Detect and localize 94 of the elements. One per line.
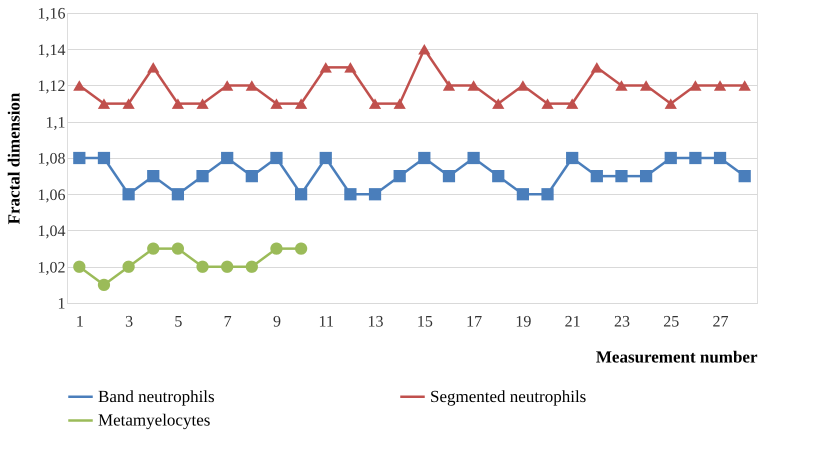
point <box>172 242 184 255</box>
point <box>418 44 430 55</box>
point <box>615 170 628 182</box>
point <box>147 242 160 255</box>
y-tick-label: 1,02 <box>38 259 66 276</box>
point <box>147 170 160 182</box>
point <box>640 170 652 182</box>
y-tick-label: 1,04 <box>38 223 66 240</box>
point <box>221 80 234 91</box>
point <box>98 278 110 291</box>
point <box>664 98 677 109</box>
y-axis-title: Fractal dimension <box>4 92 24 224</box>
point <box>516 188 530 200</box>
x-tick-label: 5 <box>174 314 182 330</box>
y-tick-label: 1,16 <box>38 6 66 22</box>
point <box>541 188 554 200</box>
point <box>368 188 382 200</box>
point <box>294 98 308 109</box>
point <box>442 170 456 182</box>
legend-label: Segmented neutrophils <box>430 386 586 406</box>
point <box>122 260 135 273</box>
point <box>566 152 578 164</box>
x-tick-label: 17 <box>466 314 482 330</box>
point <box>738 170 751 182</box>
point <box>492 170 504 182</box>
point <box>590 62 603 73</box>
x-tick-label: 9 <box>272 314 281 330</box>
point <box>73 260 86 273</box>
point <box>714 152 726 164</box>
legend-label: Metamyelocytes <box>98 410 210 430</box>
point <box>73 152 86 164</box>
point <box>590 170 603 182</box>
point <box>147 62 160 73</box>
y-tick-label: 1,06 <box>38 186 66 204</box>
x-tick-label: 11 <box>318 314 334 330</box>
point <box>246 260 258 273</box>
x-tick-label: 21 <box>564 314 581 330</box>
point <box>368 98 382 109</box>
point <box>467 80 480 91</box>
point <box>541 98 554 109</box>
point <box>98 152 110 164</box>
x-tick-label: 1 <box>76 314 84 330</box>
point <box>738 80 751 91</box>
point <box>221 152 234 164</box>
y-tick-label: 1,08 <box>38 150 66 168</box>
point <box>689 152 702 164</box>
point <box>73 80 86 91</box>
point <box>689 80 702 91</box>
point <box>394 170 406 182</box>
point <box>196 98 209 109</box>
x-tick-label: 7 <box>224 314 232 330</box>
point <box>442 80 456 91</box>
x-axis-title: Measurement number <box>596 348 758 366</box>
legend-label: Band neutrophils <box>98 386 215 406</box>
point <box>196 260 209 273</box>
point <box>221 260 234 273</box>
point <box>664 152 677 164</box>
point <box>320 62 332 73</box>
y-tick-label: 1,12 <box>38 78 66 95</box>
y-tick-label: 1,14 <box>38 42 66 59</box>
x-tick-label: 23 <box>614 314 630 330</box>
point <box>492 98 504 109</box>
point <box>294 242 308 255</box>
point <box>172 188 184 200</box>
x-tick-label: 3 <box>125 314 134 330</box>
x-tick-label: 15 <box>416 314 433 330</box>
point <box>615 80 628 91</box>
y-tick-label: 1,1 <box>46 114 66 132</box>
point <box>640 80 652 91</box>
point <box>246 80 258 91</box>
point <box>122 188 135 200</box>
point <box>270 152 283 164</box>
x-tick-label: 25 <box>663 314 680 330</box>
point <box>294 188 308 200</box>
x-tick-label: 13 <box>368 314 384 330</box>
point <box>270 98 283 109</box>
x-tick-label: 27 <box>712 314 729 330</box>
point <box>394 98 406 109</box>
point <box>320 152 332 164</box>
x-tick-label: 19 <box>515 314 532 330</box>
point <box>418 152 430 164</box>
point <box>344 62 357 73</box>
point <box>344 188 357 200</box>
point <box>122 98 135 109</box>
point <box>196 170 209 182</box>
y-tick-label: 1 <box>58 296 66 312</box>
point <box>246 170 258 182</box>
point <box>98 98 110 109</box>
point <box>516 80 530 91</box>
point <box>270 242 283 255</box>
point <box>172 98 184 109</box>
point <box>467 152 480 164</box>
point <box>566 98 578 109</box>
point <box>714 80 726 91</box>
